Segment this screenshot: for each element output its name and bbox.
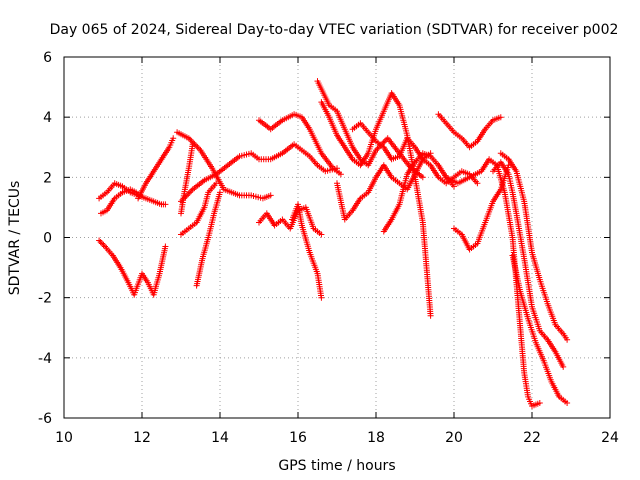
- data-point-markers: [289, 201, 325, 301]
- series-arc-7: [178, 141, 196, 217]
- series-arc-8: [178, 180, 220, 238]
- y-tick-label: 0: [43, 231, 52, 247]
- y-tick-label: 6: [43, 50, 52, 66]
- series-arc-2: [98, 186, 143, 217]
- data-point-markers: [509, 252, 571, 406]
- axis-ticks: [63, 56, 611, 419]
- data-point-markers: [490, 159, 567, 370]
- x-tick-label: 24: [601, 430, 619, 446]
- data-point-markers: [380, 150, 457, 235]
- x-tick-label: 12: [133, 430, 151, 446]
- series-arc-18: [435, 111, 504, 151]
- series-arc-10: [256, 111, 344, 178]
- series-arc-4: [135, 135, 177, 202]
- series-arc-20: [443, 156, 543, 409]
- data-point-markers: [318, 90, 434, 319]
- data-point-markers: [135, 135, 177, 202]
- data-point-markers: [349, 120, 481, 187]
- x-tick-label: 16: [289, 430, 307, 446]
- data-point-markers: [334, 150, 434, 223]
- data-point-markers: [443, 156, 543, 409]
- series-arc-23: [509, 252, 571, 406]
- data-point-markers: [256, 204, 325, 238]
- x-tick-label: 22: [523, 430, 541, 446]
- data-point-markers: [193, 189, 223, 289]
- x-axis-label: GPS time / hours: [278, 458, 395, 474]
- series-arc-16: [349, 120, 481, 187]
- data-point-markers: [96, 237, 169, 298]
- x-tick-label: 14: [211, 430, 229, 446]
- data-point-markers: [178, 141, 196, 217]
- data-point-markers: [178, 180, 220, 238]
- series-arc-19: [451, 162, 512, 253]
- data-point-markers: [497, 150, 571, 343]
- series-arc-22: [497, 150, 571, 343]
- y-tick-label: -2: [38, 291, 52, 307]
- y-tick-label: 2: [43, 170, 52, 186]
- y-axis-label: SDTVAR / TECUs: [7, 181, 23, 296]
- data-point-markers: [178, 141, 340, 205]
- series-arc-3: [96, 237, 169, 298]
- chart-title: Day 065 of 2024, Sidereal Day-to-day VTE…: [50, 22, 619, 38]
- x-tick-label: 18: [367, 430, 385, 446]
- y-tick-label: -4: [38, 351, 52, 367]
- data-point-markers: [451, 162, 512, 253]
- series-arc-11: [256, 204, 325, 238]
- data-point-markers: [256, 111, 344, 178]
- series-layer: [96, 78, 571, 409]
- series-arc-6: [178, 141, 340, 205]
- data-point-markers: [174, 129, 274, 202]
- y-tick-label: 4: [43, 110, 52, 126]
- data-point-markers: [314, 78, 426, 181]
- series-arc-12: [289, 201, 325, 301]
- series-arc-15: [334, 150, 434, 223]
- y-tick-label: -6: [38, 411, 52, 427]
- data-point-markers: [98, 186, 143, 217]
- x-tick-label: 10: [55, 430, 73, 446]
- x-tick-label: 20: [445, 430, 463, 446]
- series-arc-9: [193, 189, 223, 289]
- series-arc-21: [490, 159, 567, 370]
- series-arc-17: [380, 150, 457, 235]
- data-point-markers: [435, 111, 504, 151]
